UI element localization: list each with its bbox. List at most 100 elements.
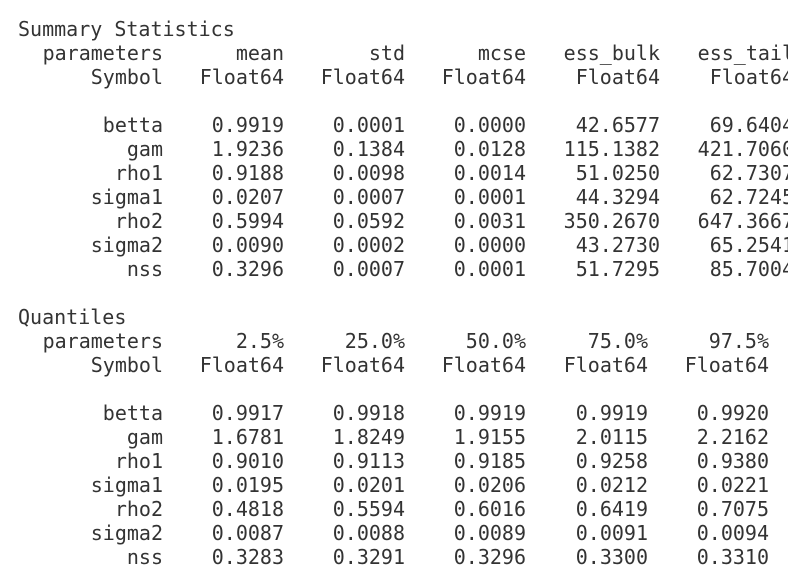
quantiles-row: sigma1 0.0195 0.0201 0.0206 0.0212 0.022… bbox=[18, 473, 769, 497]
quantiles-cell: 0.3300 bbox=[575, 545, 648, 569]
summary-row: nss 0.3296 0.0007 0.0001 51.7295 85.7004 bbox=[18, 257, 788, 281]
summary-header-cell: parameters bbox=[42, 41, 163, 65]
summary-header-cell: ess_tail bbox=[697, 41, 788, 65]
summary-header-cell: std bbox=[368, 41, 405, 65]
quantiles-row: sigma2 0.0087 0.0088 0.0089 0.0091 0.009… bbox=[18, 521, 769, 545]
quantiles-cell: 1.9155 bbox=[453, 425, 526, 449]
summary-cell: 0.9188 bbox=[211, 161, 284, 185]
quantiles-type-cell: Float64 bbox=[199, 353, 284, 377]
summary-cell: 421.7060 bbox=[697, 137, 788, 161]
quantiles-cell: 0.0212 bbox=[575, 473, 648, 497]
quantiles-type-cell: Float64 bbox=[563, 353, 648, 377]
summary-type-cell: Float64 bbox=[441, 65, 526, 89]
summary-row: sigma1 0.0207 0.0007 0.0001 44.3294 62.7… bbox=[18, 185, 788, 209]
summary-cell: 62.7245 bbox=[709, 185, 788, 209]
summary-row: sigma2 0.0090 0.0002 0.0000 43.2730 65.2… bbox=[18, 233, 788, 257]
summary-cell: 62.7307 bbox=[709, 161, 788, 185]
quantiles-cell: sigma2 bbox=[90, 521, 163, 545]
summary-type-cell: Float64 bbox=[199, 65, 284, 89]
summary-cell: nss bbox=[126, 257, 163, 281]
quantiles-cell: 0.7075 bbox=[696, 497, 769, 521]
quantiles-cell: 0.9380 bbox=[696, 449, 769, 473]
quantiles-type-row: Symbol Float64 Float64 Float64 Float64 F… bbox=[18, 353, 769, 377]
quantiles-cell: 0.9919 bbox=[575, 401, 648, 425]
summary-cell: 0.0207 bbox=[211, 185, 284, 209]
summary-cell: 350.2670 bbox=[563, 209, 660, 233]
summary-title: Summary Statistics bbox=[18, 17, 235, 41]
quantiles-cell: 0.9010 bbox=[211, 449, 284, 473]
summary-cell: rho2 bbox=[114, 209, 163, 233]
quantiles-cell: 0.9258 bbox=[575, 449, 648, 473]
summary-cell: 42.6577 bbox=[575, 113, 660, 137]
summary-cell: 0.0000 bbox=[453, 113, 526, 137]
quantiles-cell: 1.6781 bbox=[211, 425, 284, 449]
summary-type-cell: Float64 bbox=[320, 65, 405, 89]
summary-cell: 0.0002 bbox=[332, 233, 405, 257]
summary-cell: rho1 bbox=[114, 161, 163, 185]
quantiles-header-cell: parameters bbox=[42, 329, 163, 353]
summary-cell: 85.7004 bbox=[709, 257, 788, 281]
summary-cell: 69.6404 bbox=[709, 113, 788, 137]
summary-cell: 0.0098 bbox=[332, 161, 405, 185]
summary-cell: 0.9919 bbox=[211, 113, 284, 137]
quantiles-header-cell: 50.0% bbox=[465, 329, 526, 353]
summary-row: betta 0.9919 0.0001 0.0000 42.6577 69.64… bbox=[18, 113, 788, 137]
quantiles-type-cell: Symbol bbox=[90, 353, 163, 377]
quantiles-cell: 0.9185 bbox=[453, 449, 526, 473]
quantiles-type-cell: Float64 bbox=[320, 353, 405, 377]
summary-cell: 0.0001 bbox=[453, 257, 526, 281]
summary-cell: 0.0014 bbox=[453, 161, 526, 185]
summary-cell: 51.7295 bbox=[575, 257, 660, 281]
summary-header-cell: mean bbox=[235, 41, 284, 65]
quantiles-row: rho2 0.4818 0.5594 0.6016 0.6419 0.7075 bbox=[18, 497, 769, 521]
quantiles-type-cell: Float64 bbox=[684, 353, 769, 377]
summary-row: rho2 0.5994 0.0592 0.0031 350.2670 647.3… bbox=[18, 209, 788, 233]
summary-cell: 1.9236 bbox=[211, 137, 284, 161]
quantiles-cell: 0.0201 bbox=[332, 473, 405, 497]
quantiles-cell: 0.9919 bbox=[453, 401, 526, 425]
summary-cell: sigma2 bbox=[90, 233, 163, 257]
quantiles-header-row: parameters 2.5% 25.0% 50.0% 75.0% 97.5% bbox=[18, 329, 769, 353]
quantiles-cell: 0.0195 bbox=[211, 473, 284, 497]
summary-type-cell: Float64 bbox=[575, 65, 660, 89]
summary-cell: betta bbox=[102, 113, 163, 137]
summary-cell: 115.1382 bbox=[563, 137, 660, 161]
summary-cell: 43.2730 bbox=[575, 233, 660, 257]
summary-header-cell: ess_bulk bbox=[563, 41, 660, 65]
quantiles-cell: sigma1 bbox=[90, 473, 163, 497]
quantiles-cell: gam bbox=[126, 425, 163, 449]
summary-cell: 0.0007 bbox=[332, 185, 405, 209]
quantiles-cell: 0.6016 bbox=[453, 497, 526, 521]
quantiles-row: betta 0.9917 0.9918 0.9919 0.9919 0.9920 bbox=[18, 401, 769, 425]
quantiles-cell: 0.0094 bbox=[696, 521, 769, 545]
quantiles-cell: 1.8249 bbox=[332, 425, 405, 449]
quantiles-cell: nss bbox=[126, 545, 163, 569]
quantiles-cell: rho1 bbox=[114, 449, 163, 473]
summary-cell: 0.0001 bbox=[332, 113, 405, 137]
quantiles-cell: betta bbox=[102, 401, 163, 425]
quantiles-cell: 2.2162 bbox=[696, 425, 769, 449]
summary-cell: 0.0007 bbox=[332, 257, 405, 281]
quantiles-cell: 0.4818 bbox=[211, 497, 284, 521]
summary-cell: 0.5994 bbox=[211, 209, 284, 233]
summary-cell: 0.0592 bbox=[332, 209, 405, 233]
summary-row: rho1 0.9188 0.0098 0.0014 51.0250 62.730… bbox=[18, 161, 788, 185]
quantiles-cell: 0.0221 bbox=[696, 473, 769, 497]
quantiles-row: gam 1.6781 1.8249 1.9155 2.0115 2.2162 bbox=[18, 425, 769, 449]
quantiles-header-cell: 75.0% bbox=[587, 329, 648, 353]
summary-header-row: parameters mean std mcse ess_bulk ess_ta… bbox=[18, 41, 788, 65]
quantiles-cell: 0.0091 bbox=[575, 521, 648, 545]
summary-cell: 0.0031 bbox=[453, 209, 526, 233]
quantiles-cell: 0.6419 bbox=[575, 497, 648, 521]
summary-header-cell: mcse bbox=[477, 41, 526, 65]
quantiles-row: nss 0.3283 0.3291 0.3296 0.3300 0.3310 bbox=[18, 545, 769, 569]
summary-cell: 44.3294 bbox=[575, 185, 660, 209]
quantiles-cell: 0.0087 bbox=[211, 521, 284, 545]
summary-cell: 647.3667 bbox=[697, 209, 788, 233]
summary-cell: 65.2541 bbox=[709, 233, 788, 257]
quantiles-cell: 0.9918 bbox=[332, 401, 405, 425]
summary-cell: 51.0250 bbox=[575, 161, 660, 185]
quantiles-cell: 0.9917 bbox=[211, 401, 284, 425]
quantiles-row: rho1 0.9010 0.9113 0.9185 0.9258 0.9380 bbox=[18, 449, 769, 473]
